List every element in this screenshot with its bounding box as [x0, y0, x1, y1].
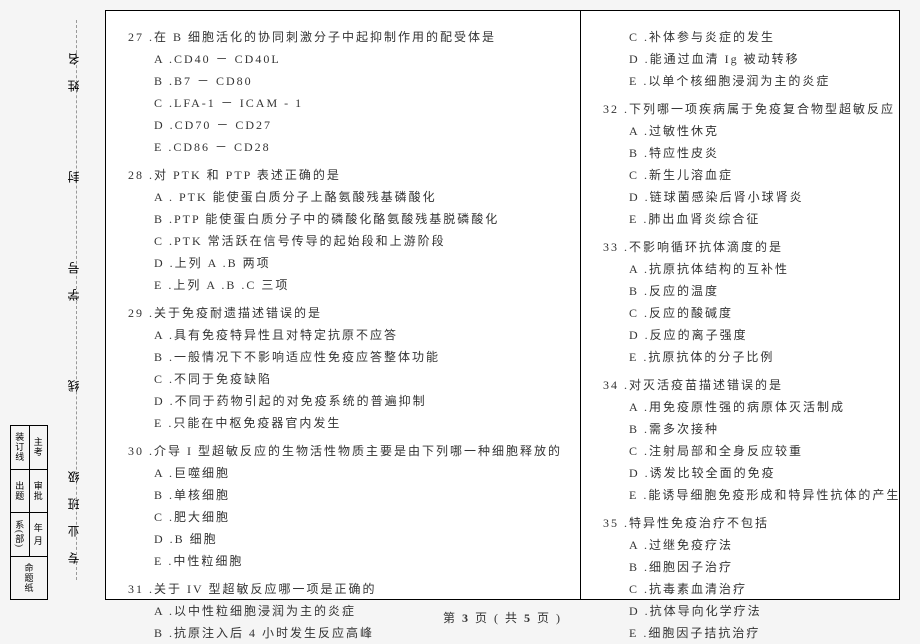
question-option: D .能通过血清 Ig 被动转移 [603, 48, 900, 70]
question-option: A .过敏性休克 [603, 120, 900, 142]
question-stem: 29 .关于免疫耐遗描述错误的是 [128, 302, 562, 324]
label-class: 专 业 班 级 [65, 459, 82, 570]
question-option: D .不同于药物引起的对免疫系统的普遍抑制 [128, 390, 562, 412]
question-block: 34 .对灭活疫苗描述错误的是A .用免疫原性强的病原体灭活制成B .需多次接种… [603, 374, 900, 506]
question-block: 32 .下列哪一项疾病属于免疫复合物型超敏反应A .过敏性休克B .特应性皮炎C… [603, 98, 900, 230]
question-option: C .反应的酸碱度 [603, 302, 900, 324]
question-option: D .上列 A .B 两项 [128, 252, 562, 274]
question-option: E .能诱导细胞免疫形成和特异性抗体的产生 [603, 484, 900, 506]
cell-binding: 装订线 [11, 426, 30, 469]
question-option: B .B7 － CD80 [128, 70, 562, 92]
left-column: 27 .在 B 细胞活化的协同刺激分子中起抑制作用的配受体是A .CD40 － … [106, 11, 581, 599]
question-block: 29 .关于免疫耐遗描述错误的是A .具有免疫特异性且对特定抗原不应答B .一般… [128, 302, 562, 434]
question-option: D .诱发比较全面的免疫 [603, 462, 900, 484]
footer-total-pages: 5 [524, 611, 532, 625]
question-block: 27 .在 B 细胞活化的协同刺激分子中起抑制作用的配受体是A .CD40 － … [128, 26, 562, 158]
exam-page: 27 .在 B 细胞活化的协同刺激分子中起抑制作用的配受体是A .CD40 － … [105, 10, 900, 600]
question-option: A .具有免疫特异性且对特定抗原不应答 [128, 324, 562, 346]
question-option: C .PTK 常活跃在信号传导的起始段和上游阶段 [128, 230, 562, 252]
footer-prefix: 第 [443, 611, 457, 625]
footer-suffix: 页 ) [537, 611, 562, 625]
question-option: A .抗原抗体结构的互补性 [603, 258, 900, 280]
vertical-label-group: 姓 名 封 学 号 线 专 业 班 级 [48, 10, 98, 600]
cell-dept: 系(部) [11, 513, 30, 556]
question-stem: 34 .对灭活疫苗描述错误的是 [603, 374, 900, 396]
question-option: B .反应的温度 [603, 280, 900, 302]
question-option: C .注射局部和全身反应较重 [603, 440, 900, 462]
question-option: C .补体参与炎症的发生 [603, 26, 900, 48]
question-option: D .CD70 － CD27 [128, 114, 562, 136]
question-option: B .特应性皮炎 [603, 142, 900, 164]
question-option: E .中性粒细胞 [128, 550, 562, 572]
cell-paper: 命题纸 [11, 557, 47, 600]
question-option: A . PTK 能使蛋白质分子上酪氨酸残基磷酸化 [128, 186, 562, 208]
question-option: D .反应的离子强度 [603, 324, 900, 346]
question-option: E .以单个核细胞浸润为主的炎症 [603, 70, 900, 92]
question-block: 30 .介导 I 型超敏反应的生物活性物质主要是由下列哪一种细胞释放的A .巨噬… [128, 440, 562, 572]
cell-date: 年 月 [30, 513, 48, 556]
question-stem: 35 .特异性免疫治疗不包括 [603, 512, 900, 534]
question-option: A .巨噬细胞 [128, 462, 562, 484]
question-option: B .需多次接种 [603, 418, 900, 440]
question-option: C .肥大细胞 [128, 506, 562, 528]
binding-margin: 姓 名 封 学 号 线 专 业 班 级 装订线 主考 出题 审批 系(部) 年 … [10, 10, 102, 600]
info-table: 装订线 主考 出题 审批 系(部) 年 月 命题纸 [10, 425, 48, 600]
question-option: E .只能在中枢免疫器官内发生 [128, 412, 562, 434]
cell-approve: 审批 [30, 470, 48, 513]
question-stem: 30 .介导 I 型超敏反应的生物活性物质主要是由下列哪一种细胞释放的 [128, 440, 562, 462]
cell-examiner: 主考 [30, 426, 48, 469]
question-option: B .细胞因子治疗 [603, 556, 900, 578]
question-option: B .PTP 能使蛋白质分子中的磷酸化酪氨酸残基脱磷酸化 [128, 208, 562, 230]
question-stem: 31 .关于 IV 型超敏反应哪一项是正确的 [128, 578, 562, 600]
label-name: 姓 名 [65, 41, 82, 98]
right-column: C .补体参与炎症的发生D .能通过血清 Ig 被动转移E .以单个核细胞浸润为… [581, 11, 918, 599]
question-option: C .抗毒素血清治疗 [603, 578, 900, 600]
question-stem: 27 .在 B 细胞活化的协同刺激分子中起抑制作用的配受体是 [128, 26, 562, 48]
question-option: B .一般情况下不影响适应性免疫应答整体功能 [128, 346, 562, 368]
question-option: D .B 细胞 [128, 528, 562, 550]
question-option: C .LFA-1 － ICAM - 1 [128, 92, 562, 114]
question-option: C .新生儿溶血症 [603, 164, 900, 186]
question-option: E .肺出血肾炎综合征 [603, 208, 900, 230]
question-block: 33 .不影响循环抗体滴度的是A .抗原抗体结构的互补性B .反应的温度C .反… [603, 236, 900, 368]
question-stem: 32 .下列哪一项疾病属于免疫复合物型超敏反应 [603, 98, 900, 120]
question-option: A .用免疫原性强的病原体灭活制成 [603, 396, 900, 418]
footer-mid: 页 ( 共 [475, 611, 519, 625]
page-footer: 第 3 页 ( 共 5 页 ) [105, 609, 900, 626]
two-column-layout: 27 .在 B 细胞活化的协同刺激分子中起抑制作用的配受体是A .CD40 － … [106, 11, 899, 599]
question-option: D .链球菌感染后肾小球肾炎 [603, 186, 900, 208]
label-student-id: 学 号 [65, 250, 82, 307]
cell-question: 出题 [11, 470, 30, 513]
question-stem: 28 .对 PTK 和 PTP 表述正确的是 [128, 164, 562, 186]
question-option: E .CD86 － CD28 [128, 136, 562, 158]
question-option: E .上列 A .B .C 三项 [128, 274, 562, 296]
footer-current-page: 3 [462, 611, 470, 625]
question-option: B .单核细胞 [128, 484, 562, 506]
label-seal: 封 [65, 159, 82, 189]
label-line: 线 [65, 368, 82, 398]
question-option: E .抗原抗体的分子比例 [603, 346, 900, 368]
question-option: A .CD40 － CD40L [128, 48, 562, 70]
question-block: 28 .对 PTK 和 PTP 表述正确的是A . PTK 能使蛋白质分子上酪氨… [128, 164, 562, 296]
question-block: C .补体参与炎症的发生D .能通过血清 Ig 被动转移E .以单个核细胞浸润为… [603, 26, 900, 92]
question-option: C .不同于免疫缺陷 [128, 368, 562, 390]
question-stem: 33 .不影响循环抗体滴度的是 [603, 236, 900, 258]
question-option: A .过继免疫疗法 [603, 534, 900, 556]
